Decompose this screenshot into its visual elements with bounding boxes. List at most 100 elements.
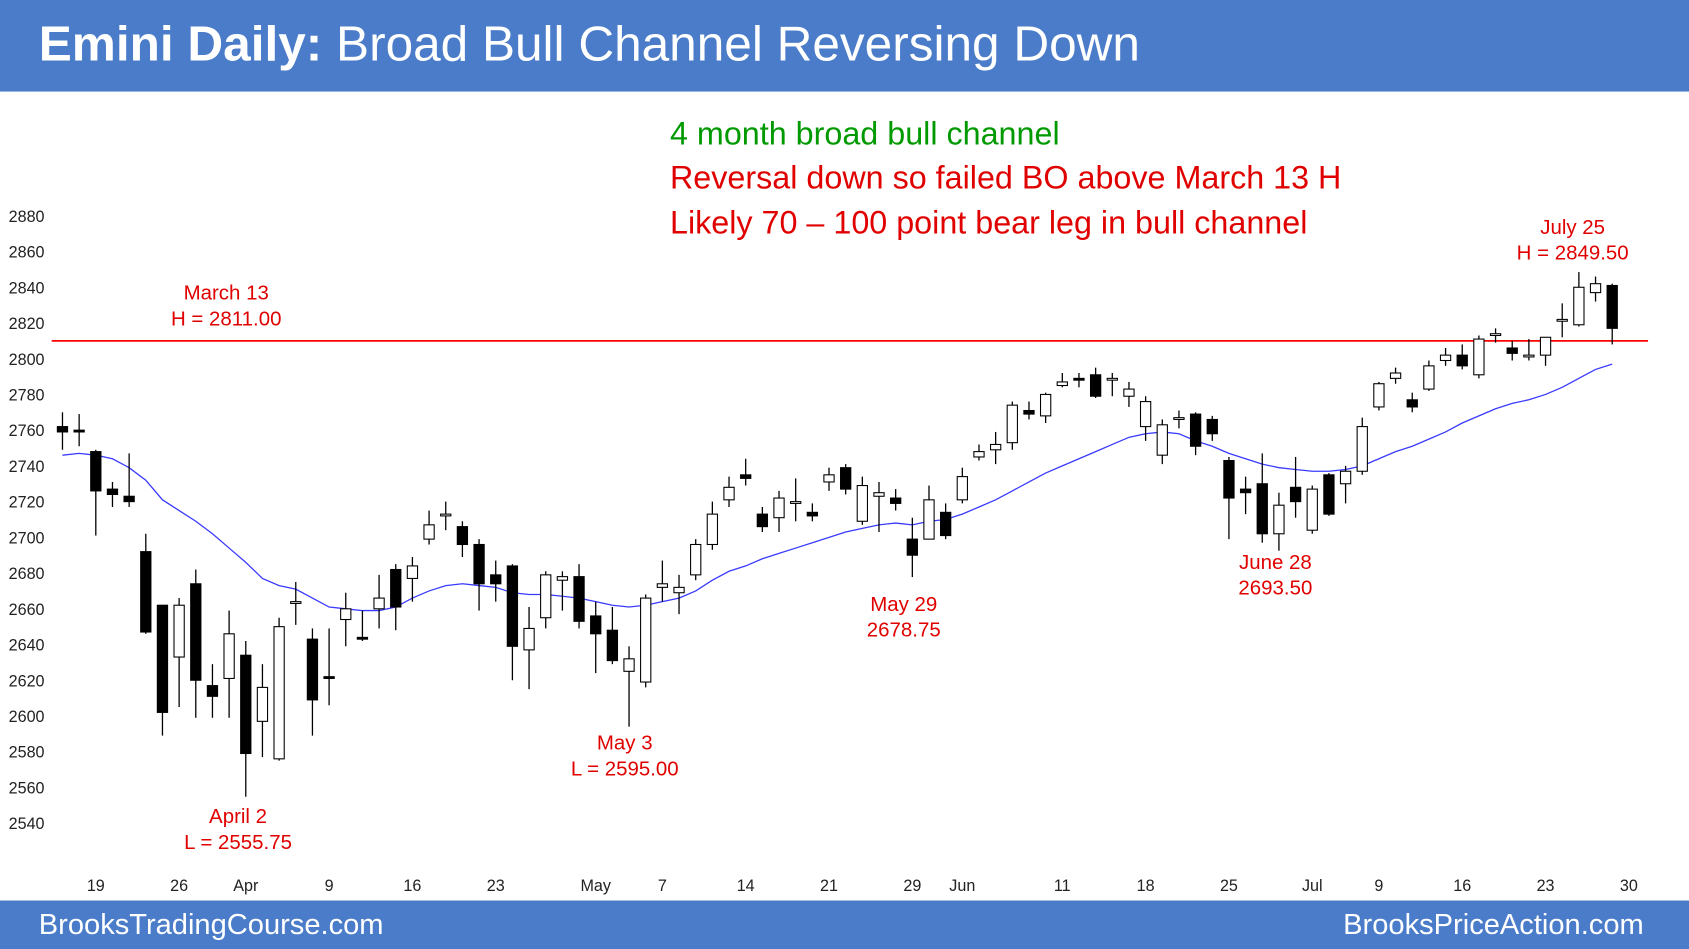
annotation: May 29	[870, 593, 937, 616]
candle-body	[1256, 483, 1268, 535]
candle-body	[473, 543, 485, 585]
candle-body	[223, 633, 235, 680]
candle-body	[606, 629, 619, 662]
y-tick-label: 2660	[9, 601, 45, 619]
candle-body	[290, 601, 302, 604]
annotation: July 25	[1540, 216, 1605, 239]
candle-body	[456, 526, 469, 546]
y-tick-label: 2700	[9, 529, 45, 547]
candle-body	[1139, 401, 1152, 428]
x-tick-label: 26	[170, 877, 188, 895]
candle-body	[1223, 459, 1235, 499]
candle-body	[906, 538, 918, 556]
y-tick-label: 2620	[9, 672, 45, 690]
y-tick-label: 2860	[9, 244, 45, 262]
candle-body	[1156, 424, 1168, 456]
annotation: May 3	[597, 732, 653, 755]
y-tick-label: 2820	[9, 315, 45, 333]
y-tick-label: 2680	[9, 565, 45, 583]
candle-body	[706, 513, 719, 546]
annotation: June 28	[1239, 551, 1312, 574]
candle-body	[1089, 374, 1102, 397]
chart-title: Emini Daily: Broad Bull Channel Reversin…	[39, 16, 1140, 71]
title-bold: Emini Daily:	[39, 16, 323, 71]
footer-right: BrooksPriceAction.com	[1343, 909, 1644, 941]
footer-left: BrooksTradingCourse.com	[39, 909, 384, 941]
candle-body	[1573, 286, 1585, 326]
candle-body	[1389, 372, 1402, 379]
candle-body	[206, 685, 219, 697]
candle-body	[1523, 354, 1535, 358]
candle-body	[406, 565, 419, 579]
candle-body	[1189, 413, 1202, 447]
y-tick-label: 2740	[9, 458, 45, 476]
y-tick-label: 2600	[9, 708, 45, 726]
y-tick-label: 2840	[9, 279, 45, 297]
candle-body	[840, 467, 852, 490]
candle-body	[1423, 365, 1435, 390]
annotation: 2693.50	[1238, 577, 1312, 600]
candle-body	[1106, 377, 1118, 381]
candle-body	[1406, 399, 1418, 408]
x-tick-label: 11	[1054, 877, 1071, 895]
candle-body	[273, 626, 285, 760]
candle-body	[940, 511, 952, 537]
title-space	[322, 16, 336, 71]
candle-body	[873, 492, 885, 497]
candle-body	[556, 576, 569, 581]
x-tick-label: 7	[658, 877, 667, 895]
candle-body	[490, 574, 502, 585]
candle-body	[623, 658, 635, 672]
x-tick-label: 25	[1220, 877, 1238, 895]
candle-body	[1539, 336, 1552, 356]
candle-body	[890, 497, 902, 504]
y-tick-label: 2540	[9, 815, 45, 833]
x-tick-label: 14	[737, 877, 755, 895]
candle-body	[1289, 486, 1302, 503]
candle-body	[790, 501, 802, 504]
y-tick-label: 2780	[9, 386, 45, 404]
candle-body	[373, 597, 385, 610]
candle-body	[1489, 333, 1502, 337]
candle-body	[673, 586, 685, 594]
annotation: L = 2595.00	[571, 758, 679, 781]
moving-average-line	[62, 363, 1613, 612]
x-tick-label: 9	[1374, 877, 1383, 895]
candle-body	[390, 568, 402, 608]
note-green: 4 month broad bull channel	[670, 115, 1060, 151]
candle-body	[956, 476, 968, 501]
candle-body	[773, 497, 785, 519]
title-rest: Broad Bull Channel Reversing Down	[336, 16, 1140, 71]
y-tick-label: 2880	[9, 208, 45, 226]
candle-body	[340, 608, 352, 621]
x-tick-label: 21	[820, 877, 838, 895]
candle-body	[1556, 318, 1568, 322]
annotation: L = 2555.75	[184, 831, 292, 854]
candle-body	[1239, 488, 1252, 494]
candle-body	[1373, 383, 1385, 408]
y-tick-label: 2800	[9, 351, 45, 369]
candle-body	[140, 551, 152, 633]
x-tick-label: 18	[1137, 877, 1155, 895]
candle-body	[1589, 283, 1602, 294]
candle-body	[1456, 354, 1468, 367]
candle-body	[1339, 470, 1352, 485]
y-tick-label: 2720	[9, 494, 45, 512]
candle-body	[640, 597, 652, 683]
x-tick-label: 23	[1537, 877, 1555, 895]
candle-body	[323, 676, 335, 680]
candle-body	[523, 627, 535, 651]
y-tick-label: 2760	[9, 422, 45, 440]
x-tick-label: Apr	[233, 877, 259, 895]
x-tick-label: 9	[325, 877, 334, 895]
candle-body	[1173, 417, 1185, 420]
candle-body	[723, 486, 735, 501]
candle-body	[356, 636, 369, 640]
x-tick-label: 16	[403, 877, 421, 895]
annotation: April 2	[209, 805, 267, 828]
candle-body	[1123, 388, 1135, 397]
x-tick-label: 16	[1453, 877, 1471, 895]
candle-body	[573, 576, 585, 622]
candle-body	[1206, 418, 1218, 435]
candle-body	[106, 488, 119, 496]
